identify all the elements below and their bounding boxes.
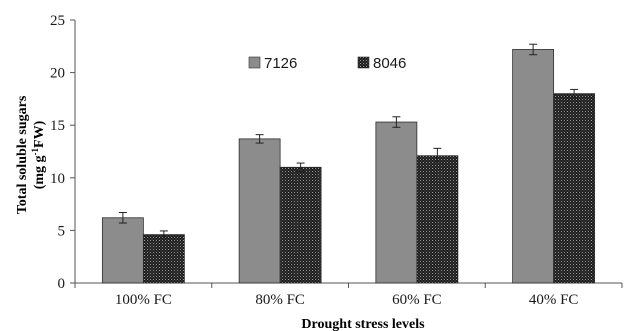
- y-tick-label-3: 15: [50, 118, 65, 134]
- bar-7126-2: [375, 121, 418, 284]
- x-tick-label-3: 40% FC: [529, 292, 579, 308]
- bar-8046-2: [416, 155, 459, 284]
- y-tick-label-0: 0: [58, 276, 66, 292]
- y-tick-label-1: 5: [58, 223, 66, 239]
- x-tick-label-0: 100% FC: [115, 292, 172, 308]
- bar-7126-1: [238, 138, 281, 284]
- y-axis-title-line2: (mg g-1FW): [30, 120, 47, 189]
- bar-7126-0: [101, 217, 144, 284]
- bar-8046-1: [279, 166, 322, 284]
- legend-label-7126: 7126: [264, 55, 297, 72]
- x-axis-title: Drought stress levels: [301, 317, 425, 331]
- legend: 7126 8046: [248, 55, 406, 72]
- bar-7126-3: [512, 49, 555, 284]
- y-tick-label-2: 10: [50, 171, 65, 187]
- y-tick-label-4: 20: [50, 66, 65, 82]
- y-axis-title: Total soluble sugars (mg g-1FW): [15, 95, 47, 214]
- legend-swatch-8046: [357, 56, 370, 69]
- y-tick-label-5: 25: [50, 13, 65, 29]
- x-tick-label-1: 80% FC: [255, 292, 305, 308]
- legend-label-8046: 8046: [373, 55, 406, 72]
- x-tick-label-2: 60% FC: [392, 292, 442, 308]
- legend-swatch-7126: [248, 56, 261, 69]
- y-axis-title-line1: Total soluble sugars: [15, 95, 30, 214]
- bar-8046-0: [142, 234, 185, 284]
- bar-8046-3: [553, 93, 596, 284]
- plot-area: 0 5 10 15 20 25 100% FC 80% FC 60% FC 40% FC: [50, 13, 623, 308]
